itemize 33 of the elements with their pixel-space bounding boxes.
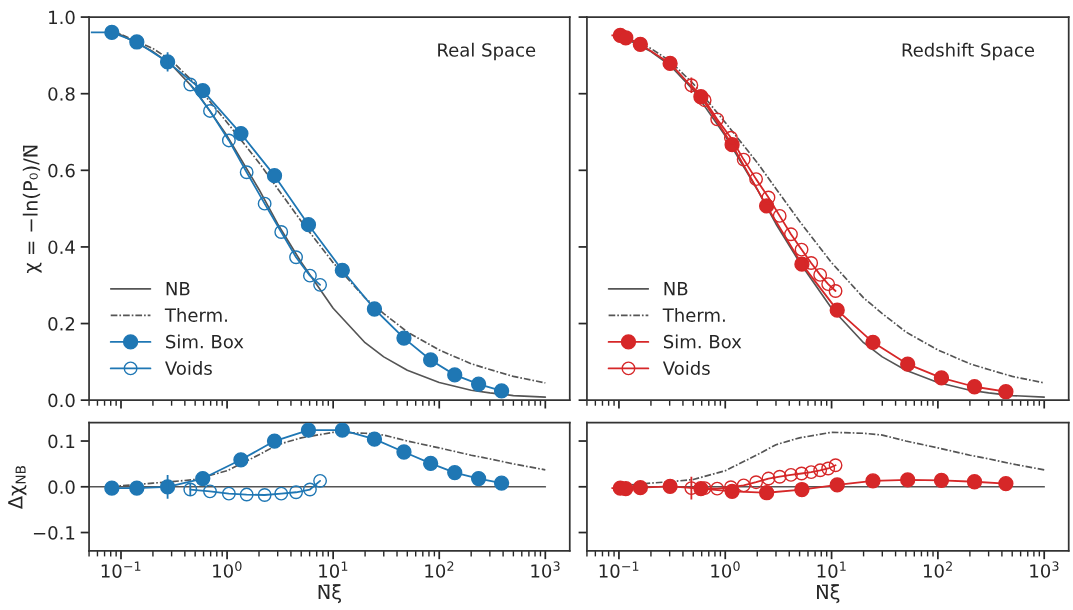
legend-label: Sim. Box <box>166 334 244 349</box>
legend-label: Therm. <box>662 308 725 322</box>
y-axis-title: χ = −ln(P₀)/N̄ <box>22 145 42 273</box>
x-tick-label: 10$^{2}$ <box>425 561 454 578</box>
y-tick-label: 0.2 <box>48 317 75 331</box>
y-tick-label: −0.1 <box>33 525 75 540</box>
legend-label: NB <box>166 282 190 296</box>
x-tick-label: 10$^{1}$ <box>817 561 846 578</box>
legend-label: Sim. Box <box>663 334 742 349</box>
y-tick-label: 0.1 <box>48 434 75 449</box>
x-tick-label: 10$^{3}$ <box>1030 561 1059 578</box>
x-tick-label: 10$^{−1}$ <box>101 561 141 578</box>
y-tick-label: 0.0 <box>48 480 75 494</box>
legend-label: Voids <box>165 361 212 375</box>
legend-label: Voids <box>662 361 710 375</box>
y-tick-label: 0.8 <box>48 87 75 101</box>
y-tick-label: 0.4 <box>48 240 75 255</box>
y-tick-label: 0.0 <box>48 393 75 408</box>
legend-label: NB <box>664 282 688 296</box>
y-tick-label: 1.0 <box>49 10 75 25</box>
x-tick-label: 10$^{0}$ <box>213 561 242 578</box>
x-tick-label: 10$^{1}$ <box>319 561 348 578</box>
x-axis-title: N̄ξ̄ <box>817 584 840 604</box>
x-tick-label: 10$^{−1}$ <box>599 561 639 578</box>
annotation: Real Space <box>438 42 536 61</box>
legend-label: Therm. <box>164 308 227 322</box>
x-axis-title: N̄ξ̄ <box>318 584 341 604</box>
x-tick-label: 10$^{2}$ <box>923 561 952 578</box>
x-tick-label: 10$^{3}$ <box>531 561 560 578</box>
x-tick-label: 10$^{0}$ <box>711 561 740 578</box>
annotation: Redshift Space <box>902 42 1035 61</box>
y-tick-label: 0.6 <box>48 163 75 178</box>
y-axis-title: Δχ$_{NB}$ <box>8 465 27 510</box>
